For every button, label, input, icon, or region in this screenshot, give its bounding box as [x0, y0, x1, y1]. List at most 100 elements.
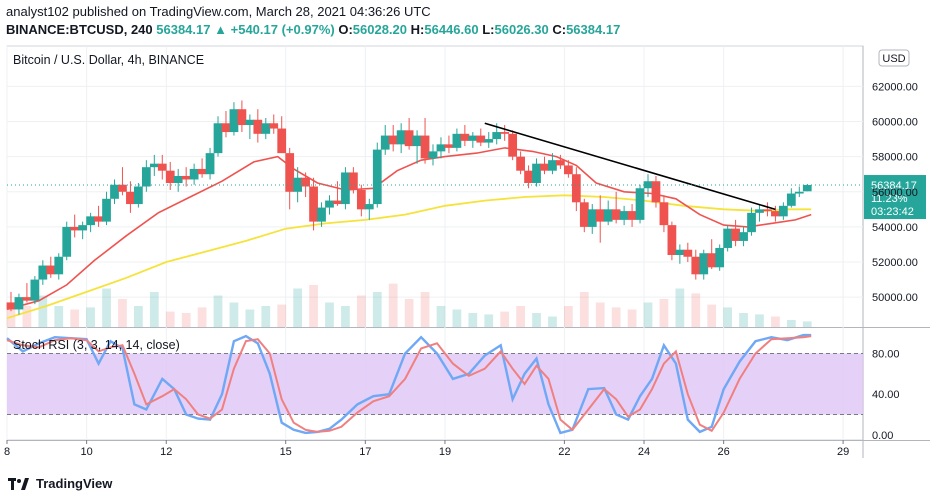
candle-body: [715, 247, 725, 268]
time-tick-label: 12: [160, 446, 172, 458]
volume-bar: [165, 311, 175, 327]
volume-bar: [627, 309, 637, 327]
candle-body: [548, 160, 557, 171]
candle-body: [54, 256, 64, 275]
candle-body: [277, 128, 287, 154]
time-tick-label: 19: [439, 446, 451, 458]
candle-body: [747, 212, 756, 233]
volume-bar: [181, 313, 191, 327]
ma-slow-line: [6, 194, 812, 320]
candle-body: [603, 209, 613, 222]
low-label: L:: [482, 22, 495, 37]
publish-info: analyst102 published on TradingView.com,…: [6, 4, 431, 19]
volume-bar: [118, 299, 127, 327]
candle-body: [309, 186, 318, 222]
volume-bar: [579, 292, 589, 327]
candle-body: [452, 133, 462, 148]
tradingview-logo[interactable]: TradingView: [8, 476, 112, 491]
volume-bar: [356, 295, 366, 327]
candle-body: [22, 297, 32, 301]
candle-body: [723, 228, 733, 248]
volume-bar: [436, 306, 446, 327]
candle-body: [165, 170, 175, 183]
price-tick-label: 52000.00: [872, 257, 918, 269]
symbol-label: BINANCE:BTCUSD, 240: [6, 22, 153, 37]
candle-body: [635, 188, 645, 220]
time-tick-label: 26: [718, 446, 730, 458]
volume-bar: [532, 313, 541, 327]
time-tick-label: 15: [280, 446, 292, 458]
last-price: 56384.17: [156, 22, 211, 37]
volume-bar: [500, 311, 510, 327]
price-tag: [864, 175, 926, 220]
volume-bar: [213, 295, 223, 327]
candle-body: [134, 186, 143, 205]
candle-body: [444, 144, 454, 148]
price-tick-label: 60000.00: [872, 117, 918, 129]
stoch-rsi-k-line: [6, 333, 812, 435]
up-triangle-icon: ▲: [214, 22, 227, 37]
candle-body: [102, 198, 111, 222]
candle-body: [556, 160, 565, 166]
close-label: C:: [552, 22, 567, 37]
candle-body: [173, 175, 183, 183]
volume-bar: [643, 302, 653, 327]
candle-body: [492, 132, 502, 140]
ma-fast-line: [6, 147, 812, 311]
candle-body: [587, 209, 597, 227]
price-tick-label: 56000.00: [872, 187, 918, 199]
price-tag-percent: 11.23%: [871, 193, 908, 205]
price-tick-label: 62000.00: [872, 81, 918, 93]
candle-body: [78, 225, 88, 231]
candle-body: [141, 167, 151, 187]
candle-body: [619, 211, 629, 220]
candle-body: [396, 130, 406, 145]
time-tick-label: 22: [558, 446, 570, 458]
price-tick-label: 54000.00: [872, 222, 918, 234]
candle-body: [317, 207, 326, 222]
candle-body: [731, 228, 740, 241]
volume-bar: [149, 292, 159, 327]
low-value: 56026.30: [494, 22, 549, 37]
candle-body: [110, 184, 119, 199]
price-tag-value: 56384.17: [871, 180, 917, 192]
candle-body: [643, 181, 653, 189]
candle-body: [428, 151, 438, 159]
brand-name: TradingView: [36, 476, 113, 491]
volume-bar: [786, 320, 796, 327]
time-tick-label: 8: [4, 446, 10, 458]
volume-bar: [452, 309, 462, 327]
volume-bar: [277, 304, 287, 327]
volume-bar: [802, 321, 812, 327]
stoch-rsi-d-line: [6, 335, 812, 433]
candle-body: [14, 297, 24, 310]
candle-body: [675, 249, 685, 255]
high-label: H:: [410, 22, 425, 37]
rsi-tick-label: 40.00: [872, 389, 900, 401]
candle-body: [237, 109, 247, 126]
candle-body: [356, 190, 366, 210]
volume-bar: [293, 288, 303, 327]
candle-body: [436, 144, 446, 152]
candle-body: [197, 168, 207, 175]
candle-body: [213, 123, 223, 154]
candle-body: [476, 135, 486, 143]
candle-body: [778, 205, 788, 217]
candle-body: [500, 132, 510, 134]
volume-bar: [675, 288, 685, 327]
stoch-rsi-title: Stoch RSI (3, 3, 14, 14, close): [13, 338, 180, 352]
candle-body: [261, 123, 271, 134]
candle-body: [420, 135, 430, 159]
time-tick-label: 29: [837, 446, 849, 458]
symbol-info: BINANCE:BTCUSD, 240 56384.17 ▲ +540.17 (…: [6, 22, 620, 37]
volume-bar: [659, 299, 669, 327]
candle-body: [707, 253, 717, 268]
price-change: +540.17 (+0.97%): [230, 22, 335, 37]
candle-body: [595, 209, 605, 222]
volume-bar: [484, 314, 494, 327]
candle-body: [683, 249, 693, 257]
open-value: 56028.20: [352, 22, 408, 37]
time-tick-label: 10: [81, 446, 93, 458]
candle-body: [62, 226, 72, 257]
